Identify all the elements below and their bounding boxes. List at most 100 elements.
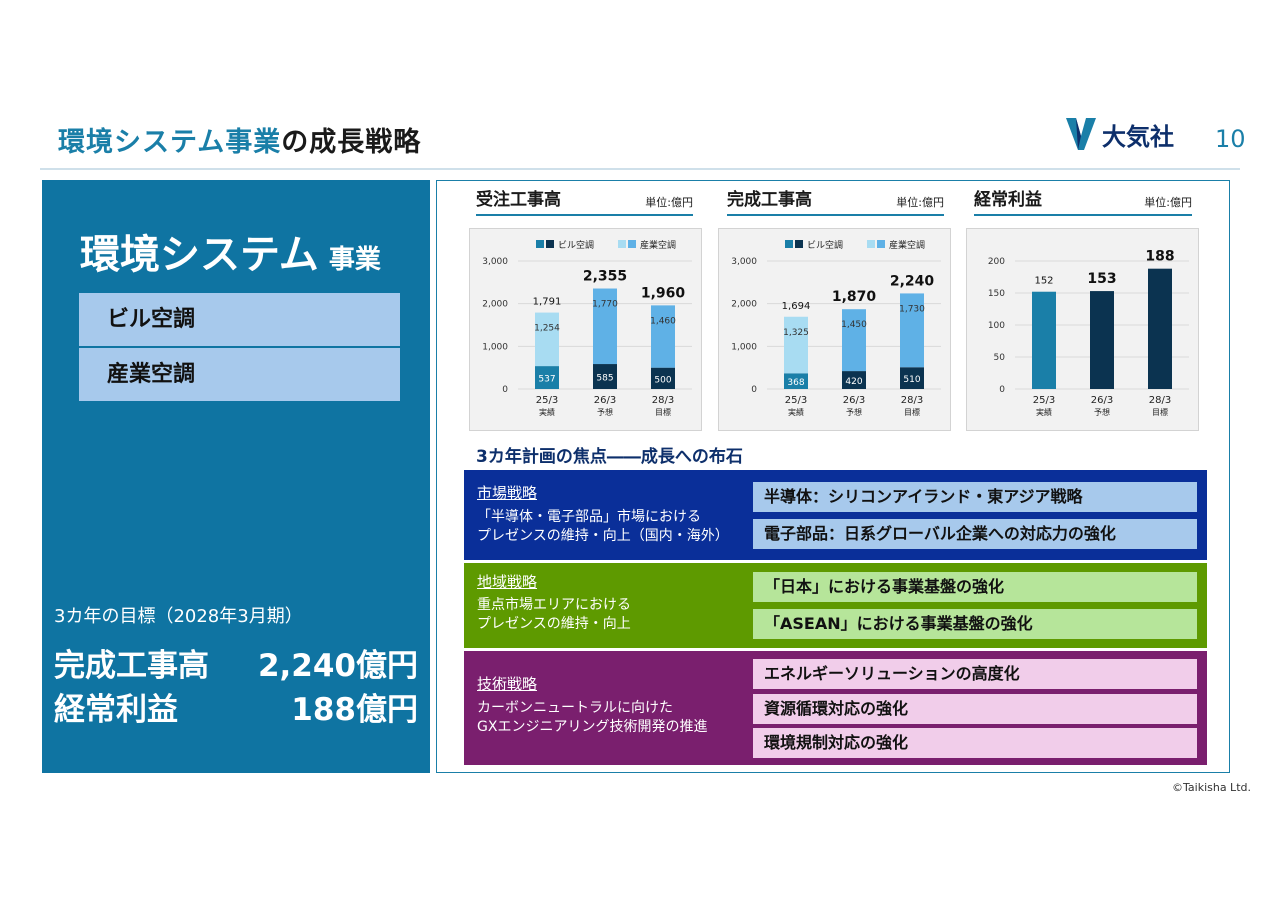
segment-data-label: 585 (596, 374, 613, 384)
x-tick-label: 28/3 (1149, 395, 1171, 406)
total-data-label: 2,240 (890, 273, 935, 289)
segment-data-label: 1,450 (841, 320, 867, 330)
goal-label: 完成工事高 (54, 648, 209, 684)
x-tick-label: 25/3 (536, 395, 558, 406)
chart-unit: 単位:億円 (1144, 196, 1192, 209)
bar-segment (593, 288, 617, 365)
x-tick-label: 26/3 (594, 395, 616, 406)
page-number: 10 (1215, 125, 1246, 153)
legend-swatch (785, 240, 793, 248)
strategy-desc-line: プレゼンスの維持・向上 (477, 616, 631, 632)
segment-data-label: 1,254 (534, 324, 560, 334)
x-tick-note: 目標 (1152, 407, 1168, 417)
legend-swatch (795, 240, 803, 248)
y-tick-label: 0 (502, 385, 508, 395)
x-tick-label: 26/3 (843, 395, 865, 406)
bar-segment (535, 312, 559, 367)
x-tick-note: 予想 (597, 407, 613, 417)
orders-chart-svg: 0 1,000 2,000 3,000 537 1,254 1,791 25/3実績 585 1,… (482, 239, 692, 417)
copyright: ©Taikisha Ltd. (1172, 781, 1251, 794)
segment-data-label: 510 (903, 375, 920, 385)
regional-strategy: 地域戦略 重点市場エリアにおける プレゼンスの維持・向上 「日本」における事業基… (464, 563, 1207, 648)
strategy-desc-line: 重点市場エリアにおける (477, 597, 631, 613)
bar-segment (784, 373, 808, 389)
x-tick-label: 25/3 (785, 395, 807, 406)
strategy-desc-line: 「半導体・電子部品」市場における (477, 509, 701, 525)
segment-data-label: 1,730 (899, 304, 925, 314)
segment-data-label: 1,325 (783, 328, 809, 338)
strategy-item: 環境規制対応の強化 (753, 728, 1197, 758)
total-data-label: 1,870 (832, 289, 877, 305)
x-tick-label: 25/3 (1033, 395, 1055, 406)
y-tick-label: 3,000 (482, 257, 508, 267)
focus-title: 3カ年計画の焦点――成長への布石 (476, 447, 743, 467)
strategy-item: 「ASEAN」における事業基盤の強化 (753, 609, 1197, 639)
segment-data-label: 420 (845, 377, 862, 387)
y-tick-label: 2,000 (482, 300, 508, 310)
legend-swatch (628, 240, 636, 248)
chart-unit: 単位:億円 (896, 196, 944, 209)
segment-data-label: 1,460 (650, 316, 676, 326)
x-tick-label: 26/3 (1091, 395, 1113, 406)
total-data-label: 2,355 (583, 269, 627, 285)
technology-strategy: 技術戦略 カーボンニュートラルに向けた GXエンジニアリング技術開発の推進 エネ… (464, 651, 1207, 765)
strategy-name: 地域戦略 (477, 573, 538, 591)
y-tick-label: 1,000 (731, 342, 757, 352)
y-tick-label: 0 (999, 385, 1005, 395)
strategy-desc-line: プレゼンスの維持・向上（国内・海外） (477, 528, 729, 544)
bar-segment (535, 366, 559, 389)
title-divider (40, 168, 1240, 170)
bar-segment (593, 364, 617, 389)
x-tick-label: 28/3 (652, 395, 674, 406)
segment-data-label: 500 (654, 375, 671, 385)
legend-label: ビル空調 (558, 239, 594, 251)
strategy-item: 資源循環対応の強化 (753, 694, 1197, 724)
logo-text: 大気社 (1102, 122, 1174, 151)
legend-label: ビル空調 (807, 239, 843, 251)
page-title-colored: 環境システム事業 (58, 127, 282, 158)
bar-segment (651, 305, 675, 368)
bar-segment (784, 316, 808, 374)
goal-row-sales: 完成工事高 2,240億円 (54, 640, 418, 685)
y-tick-label: 2,000 (731, 300, 757, 310)
total-data-label: 152 (1034, 276, 1053, 287)
legend-swatch (618, 240, 626, 248)
page-title: 環境システム事業の成長戦略 (58, 120, 421, 159)
page-title-rest: の成長戦略 (281, 127, 422, 158)
profit-chart: 0 50 100 150 200 152 25/3 実績 153 26/3 予想 188 28/3 目標 (966, 228, 1199, 431)
legend-label: 産業空調 (640, 239, 676, 251)
bar-segment (900, 367, 924, 389)
total-data-label: 1,694 (782, 301, 811, 312)
y-tick-label: 200 (988, 257, 1005, 267)
chart-header-sales: 完成工事高 単位:億円 (727, 188, 944, 216)
segment-name: 環境システム (80, 232, 319, 278)
y-tick-label: 50 (994, 353, 1006, 363)
x-tick-note: 実績 (788, 407, 804, 417)
segment-data-label: 537 (538, 375, 555, 385)
strategy-desc-line: カーボンニュートラルに向けた (477, 700, 673, 716)
bar-segment (842, 371, 866, 389)
segment-data-label: 1,770 (592, 300, 618, 310)
chart-header-orders: 受注工事高 単位:億円 (476, 188, 693, 216)
logo-mark-icon (1066, 118, 1096, 150)
legend-label: 産業空調 (889, 239, 925, 251)
subsegment-building-ac: ビル空調 (79, 293, 400, 346)
segment-panel (42, 180, 430, 773)
legend-swatch (877, 240, 885, 248)
segment-data-label: 368 (787, 378, 804, 388)
x-tick-note: 目標 (904, 407, 920, 417)
y-tick-label: 100 (988, 321, 1005, 331)
strategy-item: 電子部品：日系グローバル企業への対応力の強化 (753, 519, 1197, 549)
goal-value: 2,240億円 (257, 648, 418, 684)
bar-segment (1148, 268, 1172, 389)
segment-suffix: 事業 (328, 245, 381, 275)
chart-title: 完成工事高 (727, 190, 812, 210)
total-data-label: 153 (1087, 271, 1116, 287)
x-tick-note: 予想 (846, 407, 862, 417)
legend-swatch (867, 240, 875, 248)
y-tick-label: 0 (751, 385, 757, 395)
strategy-frame (436, 180, 1230, 773)
total-data-label: 188 (1145, 249, 1174, 265)
x-tick-label: 28/3 (901, 395, 923, 406)
y-tick-label: 1,000 (482, 342, 508, 352)
